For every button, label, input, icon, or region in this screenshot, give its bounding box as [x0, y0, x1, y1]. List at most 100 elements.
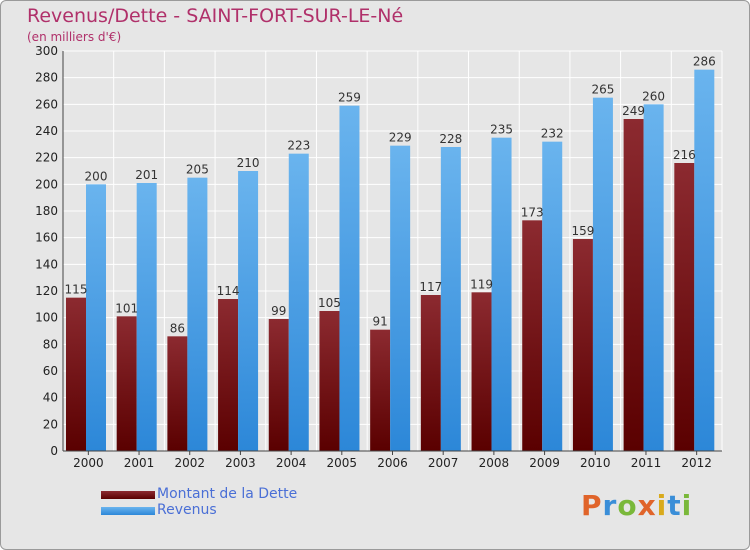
x-tick-label: 2008 [479, 456, 510, 470]
value-label-dette: 99 [271, 304, 286, 318]
proxiti-logo: Proxiti [581, 489, 692, 522]
y-tick-label: 100 [35, 311, 58, 325]
bar-revenus [643, 104, 664, 451]
x-tick-label: 2005 [327, 456, 358, 470]
y-tick-label: 0 [50, 444, 58, 458]
x-tick-label: 2000 [73, 456, 104, 470]
x-tick-label: 2006 [377, 456, 408, 470]
value-label-dette: 86 [170, 321, 185, 335]
x-tick-label: 2012 [681, 456, 712, 470]
y-tick-label: 280 [35, 71, 58, 85]
bar-revenus [592, 97, 613, 452]
value-label-dette: 216 [673, 148, 696, 162]
y-tick-label: 200 [35, 177, 58, 191]
legend-label-dette: Montant de la Dette [157, 486, 298, 502]
bars [66, 69, 715, 452]
logo-letter: o [617, 489, 638, 522]
value-label-dette: 159 [571, 224, 594, 238]
bar-revenus [339, 105, 360, 452]
bar-revenus [491, 137, 512, 451]
value-label-revenus: 235 [490, 123, 513, 137]
axes: 0 20 40 60 80 100 120 140 160 180 200 220 240 260 280 3… [35, 44, 722, 470]
value-labels: 115 200 101 201 86 205 114 210 99 223 105 259 91 229 1… [65, 55, 716, 336]
value-label-dette: 101 [115, 301, 138, 315]
x-tick-label: 2010 [580, 456, 611, 470]
value-label-dette: 173 [521, 205, 544, 219]
value-label-dette: 105 [318, 296, 341, 310]
logo-letter: t [667, 489, 682, 522]
bar-dette [268, 319, 289, 451]
value-label-dette: 119 [470, 277, 493, 291]
value-label-dette: 117 [419, 280, 442, 294]
bar-revenus [187, 177, 208, 451]
value-label-revenus: 229 [389, 131, 412, 145]
x-tick-label: 2002 [174, 456, 205, 470]
value-label-revenus: 265 [591, 83, 614, 97]
logo-letter: i [681, 489, 693, 522]
bar-dette [116, 316, 137, 451]
bar-revenus [86, 184, 106, 452]
bar-revenus [238, 171, 259, 451]
value-label-dette: 115 [65, 283, 88, 297]
value-label-revenus: 286 [693, 55, 716, 69]
value-label-revenus: 223 [287, 139, 310, 153]
chart-title: Revenus/Dette - SAINT-FORT-SUR-LE-Né [27, 5, 404, 27]
bar-dette [522, 220, 543, 451]
y-tick-label: 240 [35, 124, 58, 138]
legend-swatch-revenus [101, 507, 155, 515]
x-tick-label: 2009 [529, 456, 560, 470]
y-tick-label: 40 [43, 391, 58, 405]
value-label-dette: 114 [217, 284, 240, 298]
bar-revenus [542, 141, 563, 451]
legend-swatch-dette [101, 491, 155, 499]
y-tick-label: 160 [35, 231, 58, 245]
value-label-revenus: 201 [135, 168, 158, 182]
value-label-revenus: 205 [186, 163, 209, 177]
bar-revenus [440, 147, 461, 451]
y-tick-label: 300 [35, 44, 58, 58]
bar-dette [370, 329, 391, 451]
bar-dette [66, 297, 86, 451]
value-label-revenus: 200 [85, 169, 108, 183]
y-tick-label: 140 [35, 257, 58, 271]
value-label-revenus: 232 [541, 127, 564, 141]
logo-letter: P [581, 489, 603, 522]
bar-revenus [694, 69, 715, 452]
bar-revenus [390, 145, 411, 451]
y-tick-label: 220 [35, 151, 58, 165]
x-tick-label: 2011 [631, 456, 662, 470]
bar-dette [319, 311, 340, 451]
value-label-dette: 249 [622, 104, 645, 118]
bar-dette [623, 119, 644, 451]
logo-letter: x [637, 489, 657, 522]
bar-revenus [136, 183, 157, 451]
y-tick-label: 180 [35, 204, 58, 218]
bar-revenus [288, 153, 309, 451]
y-tick-label: 60 [43, 364, 58, 378]
logo-letter: i [656, 489, 668, 522]
y-tick-label: 20 [43, 417, 58, 431]
y-tick-label: 260 [35, 97, 58, 111]
logo-letter: r [602, 489, 618, 522]
bar-dette [420, 295, 441, 451]
x-tick-label: 2003 [225, 456, 256, 470]
value-label-revenus: 260 [642, 89, 665, 103]
value-label-revenus: 210 [237, 156, 260, 170]
chart-subtitle: (en milliers d'€) [27, 30, 122, 44]
x-tick-label: 2001 [124, 456, 155, 470]
bar-dette [674, 163, 695, 451]
y-tick-label: 80 [43, 337, 58, 351]
x-tick-label: 2004 [276, 456, 307, 470]
value-label-revenus: 228 [439, 132, 462, 146]
value-label-revenus: 259 [338, 91, 361, 105]
legend-label-revenus: Revenus [157, 502, 217, 518]
bar-dette [167, 336, 188, 451]
bar-dette [572, 239, 593, 451]
y-tick-label: 120 [35, 284, 58, 298]
x-tick-label: 2007 [428, 456, 459, 470]
bar-dette [218, 299, 239, 451]
value-label-dette: 91 [373, 315, 388, 329]
bar-dette [471, 292, 492, 451]
